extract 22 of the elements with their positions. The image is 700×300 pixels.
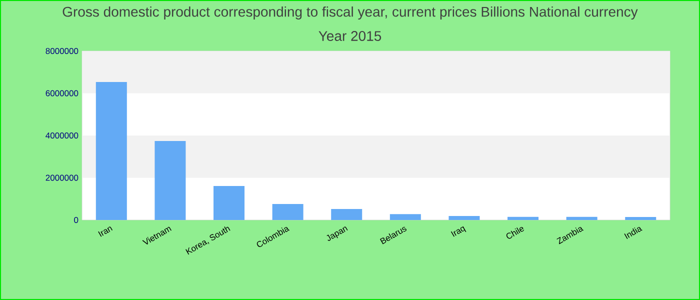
y-tick-label: 6000000 (46, 90, 78, 96)
x-tick-label: Iraq (450, 226, 466, 237)
bar (96, 82, 127, 220)
x-tick-label: Iran (98, 226, 113, 237)
x-tick-label: Chile (506, 227, 524, 239)
y-tick-label: 2000000 (46, 174, 78, 181)
bar (214, 186, 245, 220)
bar (272, 204, 304, 220)
bar (448, 216, 480, 220)
chart-subtitle: Year 2015 (318, 31, 382, 41)
y-tick-label: 4000000 (46, 132, 78, 139)
y-tick-label: 8000000 (46, 48, 78, 54)
bar (154, 140, 186, 220)
y-tick-label: 0 (74, 216, 78, 224)
bar (331, 209, 362, 220)
bar (390, 214, 421, 220)
x-tick-label: Korea, South (186, 226, 230, 255)
bar (625, 217, 656, 220)
bar (566, 216, 598, 220)
x-tick-label: India (624, 227, 642, 239)
chart-title: Gross domestic product corresponding to fiscal year, current prices Billions National currency (62, 6, 638, 20)
bar (508, 216, 539, 220)
